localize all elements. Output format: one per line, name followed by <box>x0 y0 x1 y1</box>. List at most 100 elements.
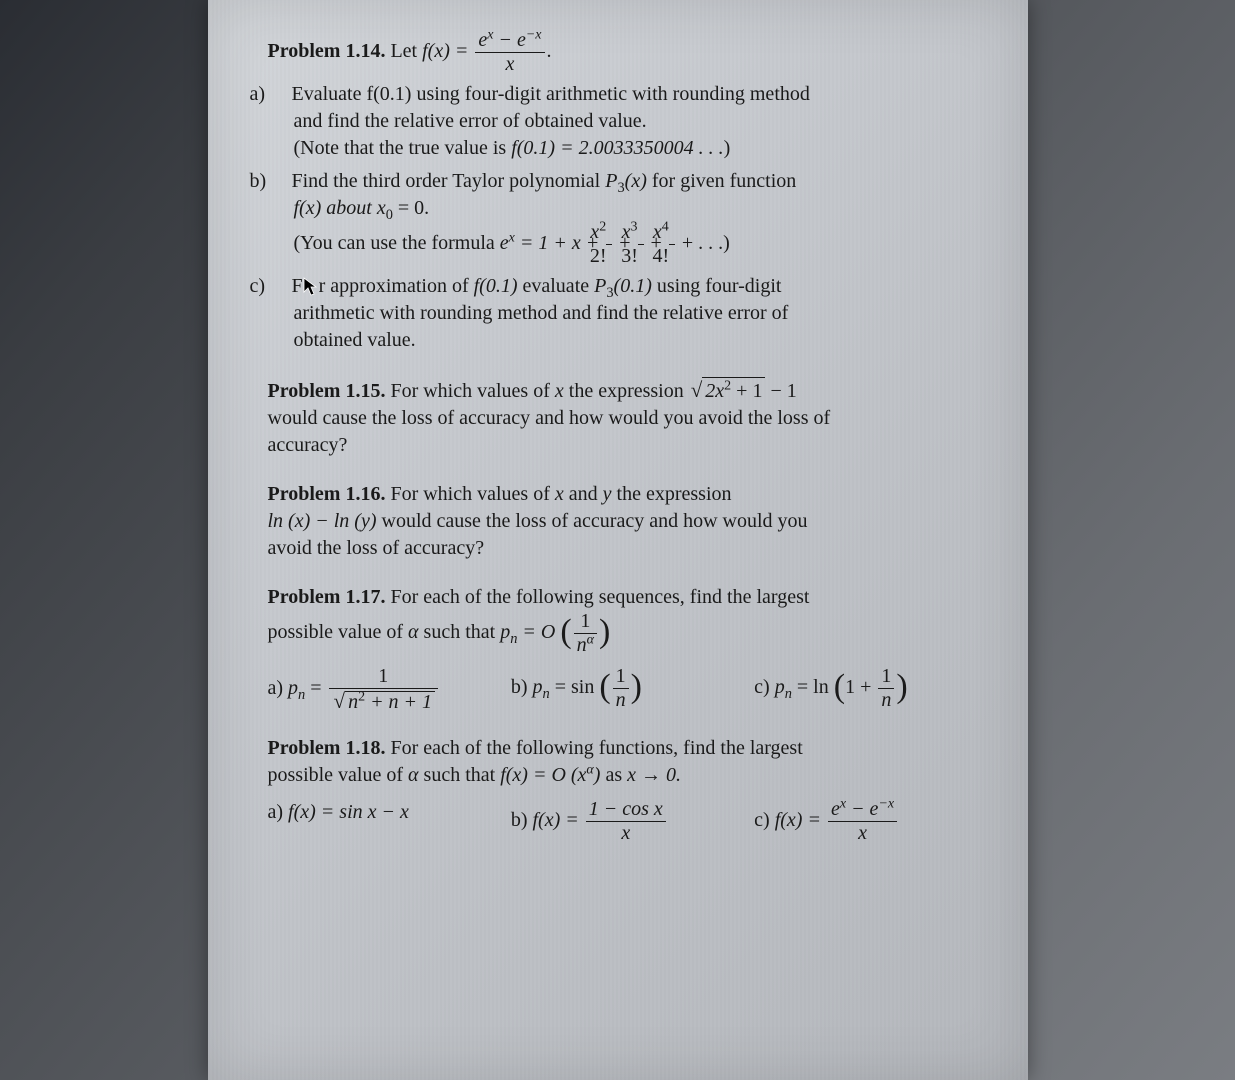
math: ln (x) − ln (y) <box>268 510 377 532</box>
math: 1 <box>613 666 629 689</box>
problem-1-14-intro: Problem 1.14. Let f(x) = ex − e−x x . <box>268 30 988 75</box>
text: evaluate <box>518 275 595 297</box>
text: obtained value. <box>294 329 416 351</box>
math: 1 − cos x <box>586 799 666 822</box>
label: c) <box>754 809 775 831</box>
text: ) <box>724 137 731 159</box>
sup: α <box>587 632 594 647</box>
fraction: 1 n2 + n + 1 <box>329 666 439 713</box>
problem-1-17: Problem 1.17. For each of the following … <box>268 584 988 713</box>
text: Find the third order Taylor polynomial <box>292 170 606 192</box>
math: f(x) about <box>294 197 377 219</box>
sup: −x <box>878 796 894 811</box>
math: 4! <box>669 245 675 267</box>
math: f(x) = sin x − x <box>288 801 409 823</box>
text: such that <box>419 764 501 786</box>
problem-1-17-title: Problem 1.17. <box>268 586 386 608</box>
math: n <box>348 691 358 713</box>
option-c: c) pn = ln (1 + 1n) <box>754 666 987 713</box>
text: possible value of <box>268 621 409 643</box>
math: − e <box>493 29 525 51</box>
math: p <box>288 677 298 699</box>
text: the expression <box>564 380 689 402</box>
option-b: b) f(x) = 1 − cos xx <box>511 799 744 844</box>
text: such that <box>419 621 501 643</box>
text: and find the relative error of obtained … <box>294 110 647 132</box>
options-row: a) f(x) = sin x − x b) f(x) = 1 − cos xx… <box>268 799 988 844</box>
sub: 3 <box>617 180 624 196</box>
math: f(x) = O (x <box>500 764 586 786</box>
sup: α <box>586 762 593 777</box>
part-a: a)Evaluate f(0.1) using four-digit arith… <box>294 81 988 162</box>
math: 1 <box>329 666 439 689</box>
text: accuracy? <box>268 434 348 456</box>
paren-open: ( <box>834 668 845 705</box>
fraction: 1 − cos xx <box>586 799 666 844</box>
text: . <box>547 40 552 62</box>
sqrt: 2x2 + 1 <box>689 376 766 405</box>
text: approximation of <box>325 275 473 297</box>
math: x <box>590 221 599 243</box>
math: x → 0. <box>627 764 681 786</box>
fraction: x22! <box>606 222 612 267</box>
math: 2! <box>606 245 612 267</box>
math: = <box>305 677 326 699</box>
math: n <box>613 689 629 711</box>
math: f(x) = <box>775 809 826 831</box>
math: α <box>408 621 419 643</box>
math: + n + 1 <box>365 691 432 713</box>
text: as <box>600 764 627 786</box>
paren-close: ) <box>896 668 907 705</box>
math: 1 <box>878 666 894 689</box>
math: x <box>586 822 666 844</box>
text: For each of the following functions, fin… <box>385 737 802 759</box>
option-a: a) f(x) = sin x − x <box>268 799 501 844</box>
sub: 3 <box>606 285 613 301</box>
fraction: 1nα <box>574 611 597 656</box>
math: e <box>831 798 840 820</box>
sup: 4 <box>662 219 669 234</box>
paren-open: ( <box>599 668 610 705</box>
text: + . . .) <box>682 232 730 254</box>
part-b-label: b) <box>272 168 292 195</box>
option-c: c) f(x) = ex − e−x x <box>754 799 987 844</box>
part-b: b)Find the third order Taylor polynomial… <box>294 168 988 267</box>
option-b: b) pn = sin (1n) <box>511 666 744 713</box>
label: b) <box>511 676 533 698</box>
math: y <box>603 483 612 505</box>
math: − e <box>846 798 878 820</box>
problem-1-16: Problem 1.16. For which values of x and … <box>268 481 988 562</box>
text: would cause the loss of accuracy and how… <box>377 510 808 532</box>
label: c) <box>754 676 775 698</box>
math: e <box>478 29 487 51</box>
fraction: 1n <box>613 666 629 711</box>
text: For each of the following sequences, fin… <box>385 586 809 608</box>
sub: 0 <box>386 207 393 223</box>
label: b) <box>511 809 533 831</box>
paren-close: ) <box>631 668 642 705</box>
fraction: 1n <box>878 666 894 711</box>
part-c-label: c) <box>272 273 292 300</box>
text: using four-digit <box>652 275 782 297</box>
paren-open: ( <box>560 613 571 650</box>
math: f(x) = <box>533 809 584 831</box>
sup: −x <box>526 27 542 42</box>
problem-1-14: Problem 1.14. Let f(x) = ex − e−x x . a)… <box>268 30 988 354</box>
sub: n <box>543 686 550 702</box>
text: (You can use the formula <box>294 232 500 254</box>
text: arithmetic with rounding method and find… <box>294 302 789 324</box>
problem-1-14-title: Problem 1.14. <box>268 40 386 62</box>
text: Let <box>390 40 422 62</box>
math: = O <box>517 621 555 643</box>
math: x <box>555 380 564 402</box>
fraction: ex − e−x x <box>828 799 897 844</box>
math: 1 + <box>845 676 876 698</box>
fraction: ex − e−x x <box>475 30 544 75</box>
math: + 1 <box>731 380 762 402</box>
math: p <box>533 676 543 698</box>
math: x <box>475 53 544 75</box>
sub: n <box>785 686 792 702</box>
math: (0.1) <box>614 275 652 297</box>
fraction: x33! <box>638 222 644 267</box>
math: p <box>500 621 510 643</box>
